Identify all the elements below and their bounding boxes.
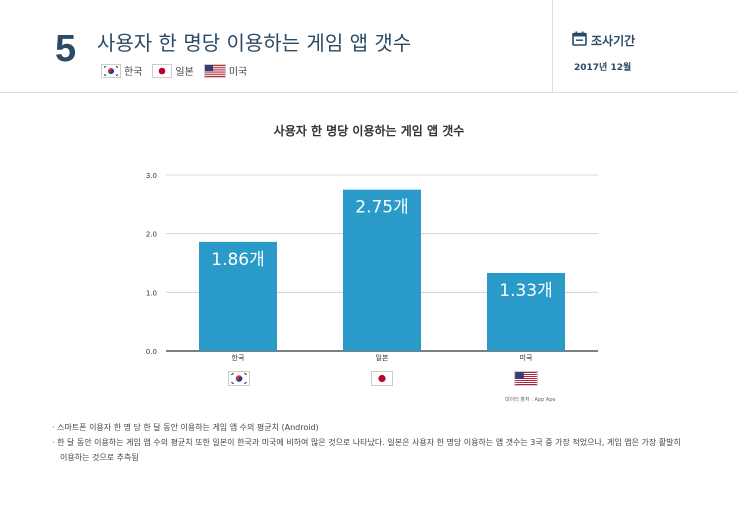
note-item: · 한 달 동안 이용하는 게임 앱 수의 평균치 또한 일본이 한국과 미국에… — [52, 438, 681, 462]
period-value: 2017년 12월 — [574, 63, 632, 73]
legend-label-usa: 미국 — [228, 67, 248, 78]
us-flag-icon — [203, 63, 226, 78]
header-divider — [552, 0, 553, 93]
page-title: 사용자 한 명당 이용하는 게임 앱 갯수 — [97, 31, 412, 55]
bar-value-label: 2.75개 — [355, 198, 409, 218]
y-tick-label: 1.0 — [146, 289, 157, 297]
legend-item-usa: 미국 — [203, 63, 248, 78]
bar-value-label: 1.86개 — [211, 250, 265, 270]
x-tick-label: 일본 — [376, 353, 389, 362]
calendar-icon — [572, 31, 587, 50]
y-tick-label: 2.0 — [146, 231, 157, 239]
kr-flag-icon — [101, 63, 121, 78]
jp-flag-icon — [152, 63, 173, 78]
us-flag-icon — [514, 371, 538, 386]
x-tick-label: 미국 — [520, 353, 533, 362]
notes: · 스마트폰 이용자 한 명 당 한 달 동안 이용하는 게임 앱 수의 평균치… — [50, 420, 690, 465]
legend-label-korea: 한국 — [124, 67, 143, 78]
chart-title: 사용자 한 명당 이용하는 게임 앱 갯수 — [273, 124, 465, 138]
jp-flag-icon — [371, 371, 393, 386]
bar — [199, 241, 277, 351]
slide-number: 5 — [55, 28, 77, 70]
legend-item-japan: 일본 — [152, 63, 194, 78]
y-tick-label: 0.0 — [146, 348, 157, 356]
x-tick-label: 한국 — [232, 354, 245, 362]
note-item: · 스마트폰 이용자 한 명 당 한 달 동안 이용하는 게임 앱 수의 평균치… — [52, 423, 319, 432]
survey-period: 조사기간 2017년 12월 — [572, 31, 635, 73]
bar — [487, 272, 565, 351]
kr-flag-icon — [228, 371, 250, 386]
legend-label-japan: 일본 — [175, 67, 194, 78]
legend-item-korea: 한국 — [101, 63, 142, 78]
period-label: 조사기간 — [591, 34, 636, 48]
bar-value-label: 1.33개 — [499, 281, 553, 301]
country-legend: 한국 일본 미국 — [101, 63, 247, 78]
bar — [343, 189, 421, 351]
y-tick-label: 3.0 — [146, 172, 157, 180]
header: 5 사용자 한 명당 이용하는 게임 앱 갯수 한국 일본 — [0, 0, 738, 93]
data-source: 데이터 출처 : App Ape — [505, 397, 556, 403]
